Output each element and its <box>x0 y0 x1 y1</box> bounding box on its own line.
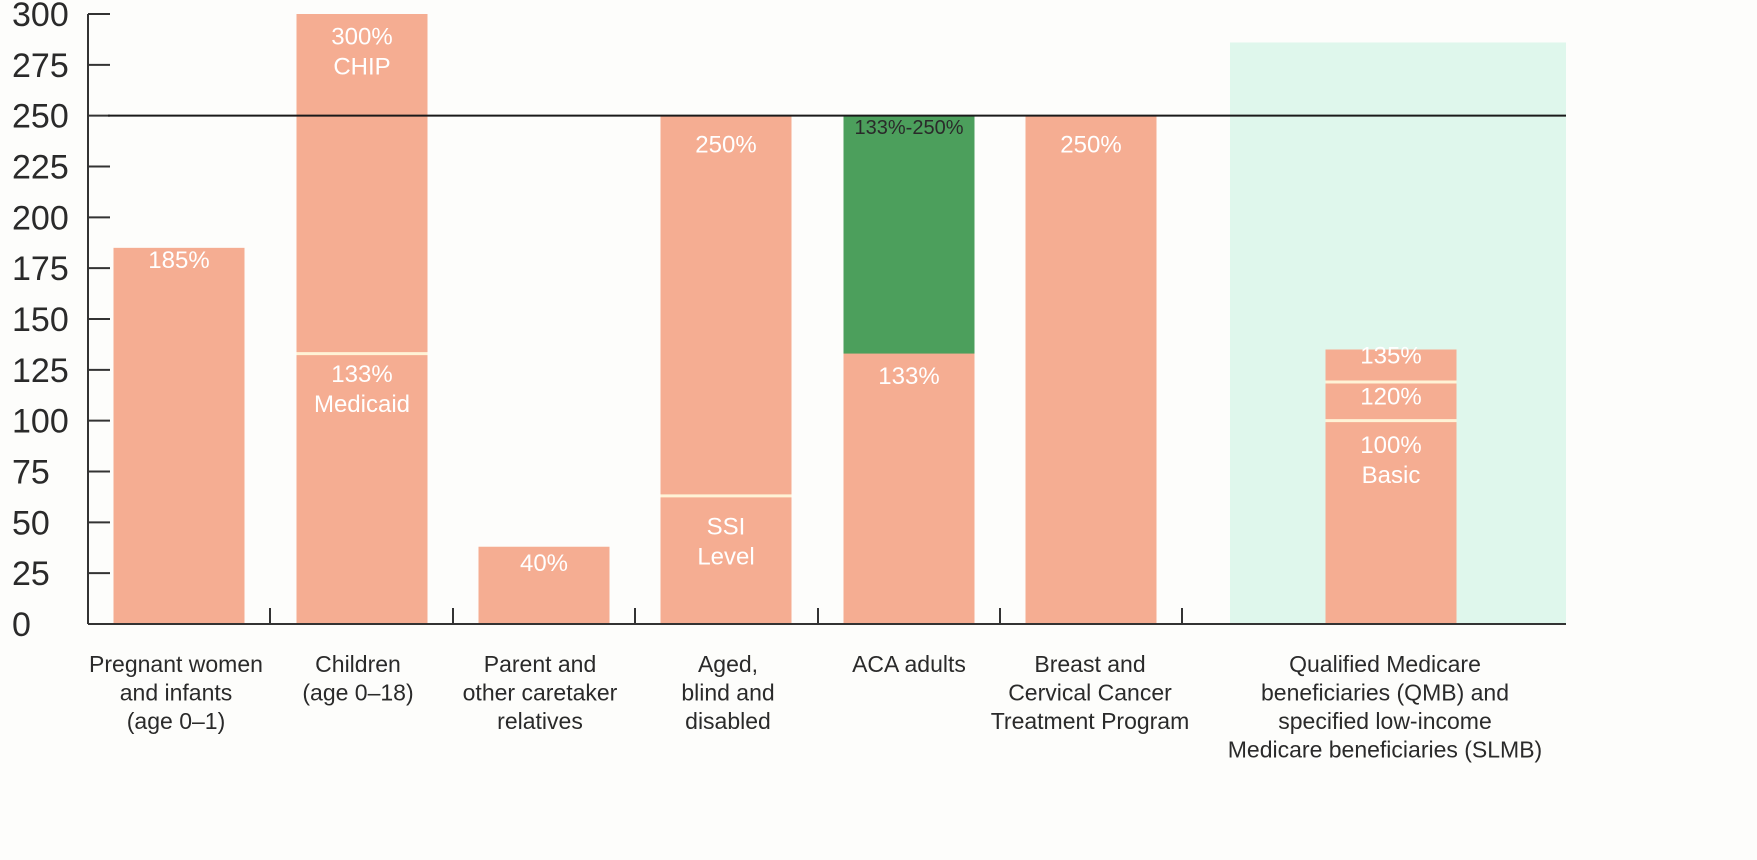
bar-3-label-1: 40% <box>520 550 568 577</box>
y-tick-label-300: 300 <box>12 0 69 34</box>
bar-4 <box>660 115 792 625</box>
y-tick-label-25: 25 <box>12 555 50 593</box>
bar-6-label-1: 250% <box>1060 131 1121 158</box>
y-tick-label-250: 250 <box>12 98 69 136</box>
bar-4-label-2: SSI Level <box>697 514 754 571</box>
bar-1-label-1: 185% <box>148 247 209 274</box>
category-label-1: Pregnant women and infants (age 0–1) <box>89 651 263 734</box>
bar-2-label-1: 300% CHIP <box>331 24 392 81</box>
bar-expansion-segment <box>843 115 975 354</box>
bar-7-label-2: 120% <box>1360 383 1421 410</box>
bar-5-label-1: 133%-250% <box>855 117 964 139</box>
bar-4-label-1: 250% <box>695 131 756 158</box>
y-tick-label-50: 50 <box>12 504 50 542</box>
y-tick-label-75: 75 <box>12 454 50 492</box>
y-tick-label-125: 125 <box>12 352 69 390</box>
y-tick-label-225: 225 <box>12 149 69 187</box>
y-tick-label-0: 0 <box>12 606 31 644</box>
bar-2 <box>296 14 428 624</box>
bar-7-label-3: 100% Basic <box>1360 432 1421 489</box>
category-label-2: Children (age 0–18) <box>302 651 413 706</box>
category-label-7: Qualified Medicare beneficiaries (QMB) an… <box>1228 651 1542 763</box>
bar-1 <box>113 247 245 625</box>
category-label-3: Parent and other caretaker relatives <box>463 651 618 734</box>
bar-7 <box>1325 349 1457 624</box>
category-label-6: Breast and Cervical Cancer Treatment Progr… <box>991 651 1190 734</box>
y-tick-label-200: 200 <box>12 199 69 237</box>
bar-7-label-1: 135% <box>1360 343 1421 370</box>
y-tick-label-100: 100 <box>12 403 69 441</box>
bar-2-label-2: 133% Medicaid <box>314 361 410 418</box>
y-tick-label-275: 275 <box>12 47 69 85</box>
y-tick-label-175: 175 <box>12 250 69 288</box>
bar-3 <box>478 546 610 624</box>
category-label-4: Aged, blind and disabled <box>681 651 774 734</box>
bar-5-label-2: 133% <box>878 363 939 390</box>
bar-6 <box>1025 115 1157 625</box>
y-tick-label-150: 150 <box>12 301 69 339</box>
category-label-5: ACA adults <box>852 651 966 677</box>
